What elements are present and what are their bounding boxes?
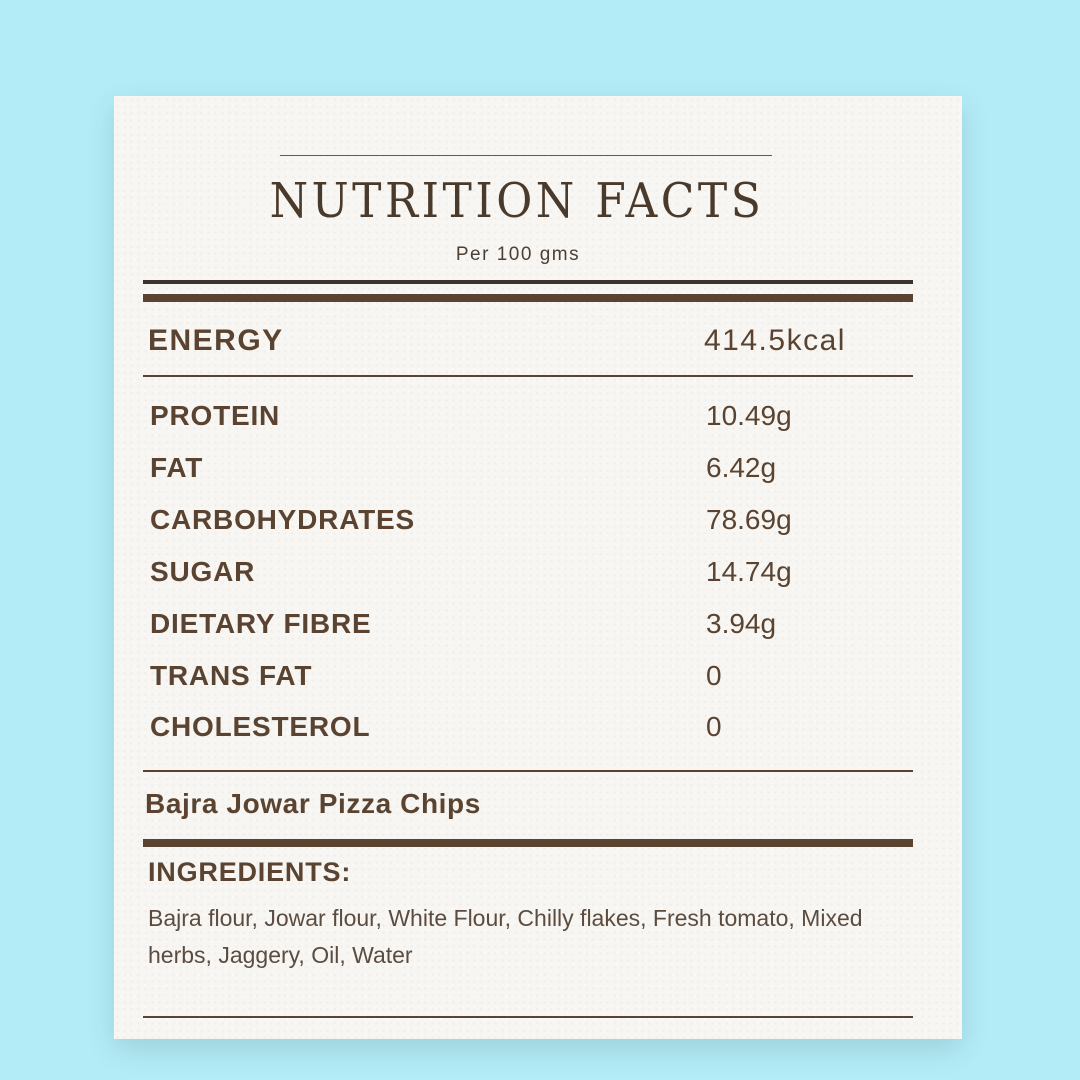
energy-label: ENERGY [148,324,284,357]
nutrient-name: FAT [150,452,204,483]
header-divider-thin [143,280,913,284]
nutrition-facts-card: NUTRITION FACTS Per 100 gms ENERGY 414.5… [114,96,962,1039]
nutrient-value: 0 [706,660,722,691]
nutrients-divider [143,770,913,772]
nutrient-value: 0 [706,711,722,742]
top-divider [280,155,772,156]
nutrient-name: TRANS FAT [150,660,313,691]
serving-size: Per 100 gms [455,244,581,265]
nutrient-value: 78.69g [706,504,792,535]
nutrient-name: CHOLESTEROL [150,711,371,742]
product-divider [143,839,913,847]
ingredients-heading: INGREDIENTS: [148,857,352,887]
nutrient-name: PROTEIN [150,400,281,431]
nutrient-value: 10.49g [706,400,792,431]
nutrient-value: 14.74g [706,556,792,587]
page-title: NUTRITION FACTS [269,173,765,230]
product-name: Bajra Jowar Pizza Chips [145,788,481,819]
energy-value: 414.5kcal [704,324,846,357]
energy-divider [143,375,913,377]
nutrient-value: 3.94g [706,608,777,639]
bottom-divider [143,1016,913,1018]
nutrient-name: DIETARY FIBRE [150,608,372,639]
nutrient-name: SUGAR [150,556,256,587]
header-divider-thick [143,294,913,302]
ingredients-list: Bajra flour, Jowar flour, White Flour, C… [148,905,863,968]
nutrient-name: CARBOHYDRATES [150,504,415,535]
nutrient-value: 6.42g [706,452,777,483]
